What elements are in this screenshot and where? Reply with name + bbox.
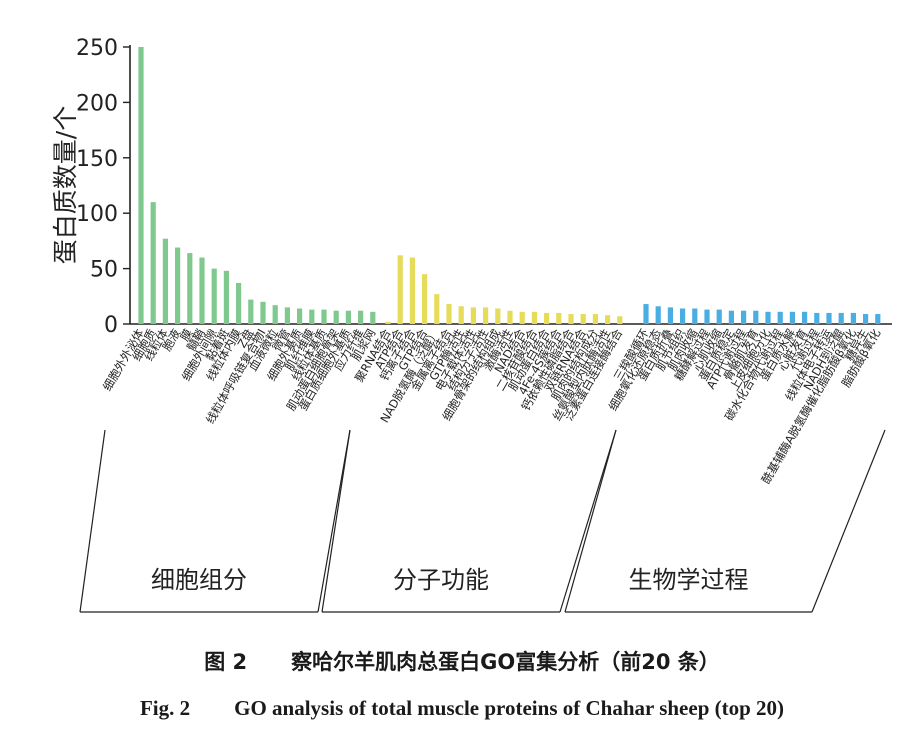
bar-2-7 — [458, 306, 464, 324]
group-bracket-left-2 — [321, 429, 351, 613]
bar-3-9 — [741, 310, 747, 324]
y-tick-label: 200 — [76, 91, 118, 116]
bar-2-3 — [409, 257, 415, 324]
y-tick-label: 0 — [104, 313, 118, 338]
bar-3-19 — [863, 314, 869, 324]
bar-1-5 — [187, 253, 193, 324]
bar-2-6 — [446, 304, 452, 324]
bar-1-11 — [260, 301, 266, 324]
y-tick-label: 50 — [90, 258, 118, 283]
y-tick-label: 150 — [76, 147, 118, 172]
bar-2-20 — [617, 316, 623, 324]
group-bracket-right-2 — [559, 429, 617, 613]
group-bracket-right-3 — [811, 429, 886, 613]
bar-1-14 — [297, 308, 303, 324]
bar-1-7 — [211, 268, 217, 324]
caption-english-text: GO analysis of total muscle proteins of … — [234, 696, 785, 720]
bar-3-6 — [704, 309, 710, 324]
bar-3-1 — [643, 304, 649, 324]
bar-3-13 — [789, 311, 795, 324]
group-title-1: 细胞组分 — [151, 566, 247, 594]
bar-2-2 — [397, 255, 403, 324]
bar-1-20 — [370, 311, 376, 324]
bar-2-9 — [483, 307, 489, 324]
bar-3-12 — [777, 311, 783, 324]
bar-1-12 — [272, 305, 278, 324]
bar-1-3 — [162, 238, 168, 324]
bar-3-8 — [728, 310, 734, 324]
bar-3-2 — [655, 306, 661, 324]
bar-2-17 — [580, 314, 586, 324]
caption-english-number: Fig. 2 — [139, 696, 191, 720]
bar-1-17 — [333, 310, 339, 324]
bar-3-5 — [692, 308, 698, 324]
caption-chinese-number: 图 2 — [204, 650, 248, 674]
group-bracket-right-1 — [317, 429, 351, 613]
bar-2-18 — [592, 314, 598, 324]
bar-2-19 — [605, 315, 611, 324]
bar-2-10 — [495, 308, 501, 324]
bar-1-15 — [309, 309, 315, 324]
group-bracket-left-1 — [79, 429, 106, 613]
bar-2-8 — [470, 307, 476, 324]
y-axis-title: 蛋白质数量/个 — [51, 106, 80, 264]
bar-3-15 — [814, 312, 820, 324]
caption-chinese-text: 察哈尔羊肌肉总蛋白GO富集分析（前20 条） — [291, 650, 720, 674]
bar-2-1 — [385, 321, 391, 324]
go-bar-chart: 050100150200250蛋白质数量/个细胞外外泌体细胞质线粒体胞液膜髓鞘细… — [51, 36, 892, 613]
group-title-3: 生物学过程 — [629, 566, 749, 594]
bar-1-9 — [236, 283, 242, 324]
bar-1-13 — [284, 307, 290, 324]
bar-1-18 — [345, 310, 351, 324]
bar-2-12 — [519, 311, 525, 324]
bar-3-16 — [826, 312, 832, 324]
caption-chinese: 图 2 察哈尔羊肌肉总蛋白GO富集分析（前20 条） — [0, 646, 924, 676]
bar-2-16 — [568, 314, 574, 324]
bar-2-13 — [531, 311, 537, 324]
bar-3-14 — [802, 311, 808, 324]
bar-3-17 — [838, 312, 844, 324]
caption-english: Fig. 2 GO analysis of total muscle protei… — [0, 696, 924, 721]
bar-1-16 — [321, 309, 327, 324]
bar-1-8 — [223, 270, 229, 324]
bar-2-4 — [422, 274, 428, 324]
bar-3-4 — [680, 308, 686, 324]
y-tick-label: 100 — [76, 202, 118, 227]
bar-1-6 — [199, 257, 205, 324]
bar-2-15 — [556, 312, 562, 324]
bar-2-11 — [507, 310, 513, 324]
bar-3-18 — [850, 312, 856, 324]
bar-2-14 — [544, 312, 550, 324]
bar-1-10 — [248, 299, 254, 324]
bar-2-5 — [434, 294, 440, 324]
group-bracket-left-3 — [564, 429, 617, 613]
bar-3-3 — [667, 307, 673, 324]
bar-1-4 — [175, 247, 181, 324]
bar-3-20 — [875, 314, 881, 324]
bar-1-19 — [358, 310, 364, 324]
group-title-2: 分子功能 — [393, 566, 489, 594]
bar-3-7 — [716, 309, 722, 324]
bar-1-1 — [138, 47, 144, 324]
bar-3-10 — [753, 310, 759, 324]
bar-1-2 — [150, 202, 156, 324]
y-tick-label: 250 — [76, 36, 118, 61]
bar-3-11 — [765, 311, 771, 324]
